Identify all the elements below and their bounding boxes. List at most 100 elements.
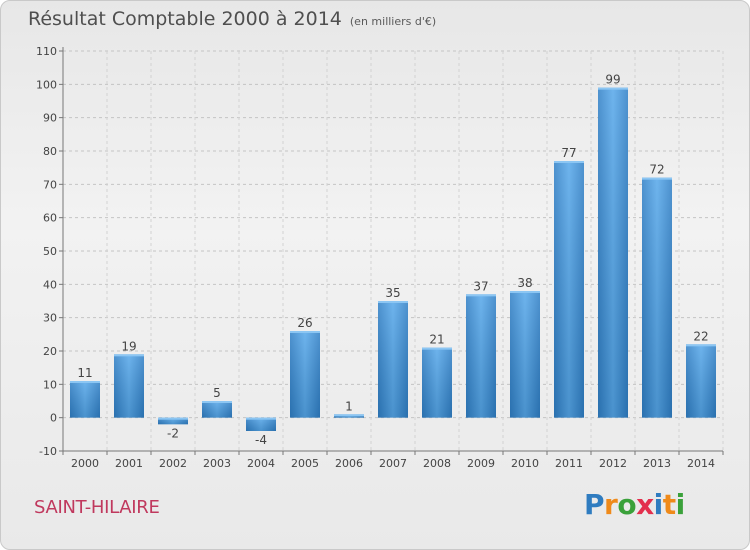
y-tick-label: 110 [36, 45, 57, 58]
bar-cap [510, 291, 540, 293]
bar-2011 [554, 161, 584, 418]
logo-letter: o [617, 488, 637, 521]
bar-shade [114, 354, 144, 418]
bar-shade [686, 344, 716, 418]
data-label: 77 [561, 146, 576, 160]
bar-cap [466, 294, 496, 297]
bars [70, 87, 716, 431]
bar-2010 [510, 291, 540, 418]
bar-shade [378, 301, 408, 418]
bar-2002 [158, 417, 188, 425]
logo-letter: x [636, 488, 654, 521]
y-tick-label: 80 [43, 145, 57, 158]
y-tick-label: 50 [43, 245, 57, 258]
chart-subtitle: (en milliers d'€) [349, 15, 437, 28]
bar-cap [246, 417, 276, 420]
bar-shade [466, 294, 496, 418]
data-label: 72 [649, 163, 664, 177]
bar-shade [422, 347, 452, 418]
x-tick-label: 2006 [335, 457, 363, 470]
x-tick-label: 2014 [687, 457, 715, 470]
bar-cap [70, 381, 100, 383]
x-tick-label: 2000 [71, 457, 99, 470]
data-label: 21 [429, 333, 444, 347]
bar-cap [114, 354, 144, 357]
data-label: 37 [473, 279, 488, 293]
y-tick-label: -10 [39, 445, 57, 458]
bar-shade [246, 417, 276, 431]
x-tick-label: 2007 [379, 457, 407, 470]
bar-shade [290, 331, 320, 418]
data-label: 38 [517, 276, 532, 290]
x-tick-label: 2002 [159, 457, 187, 470]
bar-2006 [334, 414, 364, 418]
bar-2005 [290, 331, 320, 418]
x-tick-label: 2008 [423, 457, 451, 470]
data-label: 26 [297, 316, 312, 330]
proxiti-logo: Proxiti [584, 488, 685, 521]
data-label: 1 [345, 399, 353, 413]
bar-cap [642, 177, 672, 180]
bar-2001 [114, 354, 144, 418]
x-tick-label: 2012 [599, 457, 627, 470]
y-tick-label: 70 [43, 178, 57, 191]
bar-2013 [642, 177, 672, 418]
y-tick-label: 0 [50, 412, 57, 425]
y-tick-label: 40 [43, 278, 57, 291]
bar-shade [70, 381, 100, 418]
logo-letter: t [662, 488, 676, 521]
y-tick-label: 30 [43, 312, 57, 325]
data-label: 35 [385, 286, 400, 300]
bar-2014 [686, 344, 716, 418]
bar-cap [378, 301, 408, 303]
x-tick-label: 2001 [115, 457, 143, 470]
bar-cap [202, 401, 232, 403]
data-labels: 11 19 -2 5 -4 26 1 35 21 37 38 77 99 72 22 [77, 73, 708, 447]
data-label: -2 [167, 426, 179, 440]
x-tick-label: 2013 [643, 457, 671, 470]
bar-cap [334, 414, 364, 417]
data-label: 19 [121, 339, 136, 353]
bar-shade [598, 87, 628, 418]
bar-shade [510, 291, 540, 418]
bar-shade [202, 401, 232, 418]
x-tick-label: 2003 [203, 457, 231, 470]
x-tick-label: 2011 [555, 457, 583, 470]
bar-2012 [598, 87, 628, 418]
bar-cap [598, 87, 628, 90]
bar-shade [158, 417, 188, 425]
bar-cap [290, 331, 320, 333]
logo-letter: i [675, 488, 686, 521]
y-tick-label: 10 [43, 378, 57, 391]
data-label: 5 [213, 386, 221, 400]
data-label: 99 [605, 73, 620, 87]
x-tick-label: 2005 [291, 457, 319, 470]
y-tick-label: 90 [43, 112, 57, 125]
logo-letter: i [653, 488, 664, 521]
y-tick-label: 100 [36, 78, 57, 91]
bar-2004 [246, 417, 276, 431]
bar-2000 [70, 381, 100, 418]
bar-cap [422, 347, 452, 350]
bar-shade [554, 161, 584, 418]
bar-cap [158, 417, 188, 420]
y-tick-label: 60 [43, 212, 57, 225]
logo-letter: r [604, 488, 618, 521]
bar-cap [686, 344, 716, 347]
commune-name: SAINT-HILAIRE [34, 497, 160, 518]
bar-2009 [466, 294, 496, 418]
x-tick-label: 2004 [247, 457, 275, 470]
chart-title: Résultat Comptable 2000 à 2014 (en millie… [28, 8, 436, 30]
x-tick-label: 2009 [467, 457, 495, 470]
axes: -10 0 10 20 30 40 50 60 70 80 90 100 110 2000 2001 2002… [36, 45, 724, 470]
bar-cap [554, 161, 584, 163]
y-tick-label: 20 [43, 345, 57, 358]
bar-2003 [202, 401, 232, 418]
data-label: 22 [693, 329, 708, 343]
chart-title-text: Résultat Comptable 2000 à 2014 [28, 8, 342, 30]
data-label: -4 [255, 433, 267, 447]
data-label: 11 [77, 366, 92, 380]
bar-2008 [422, 347, 452, 418]
logo-letter: P [584, 488, 605, 521]
